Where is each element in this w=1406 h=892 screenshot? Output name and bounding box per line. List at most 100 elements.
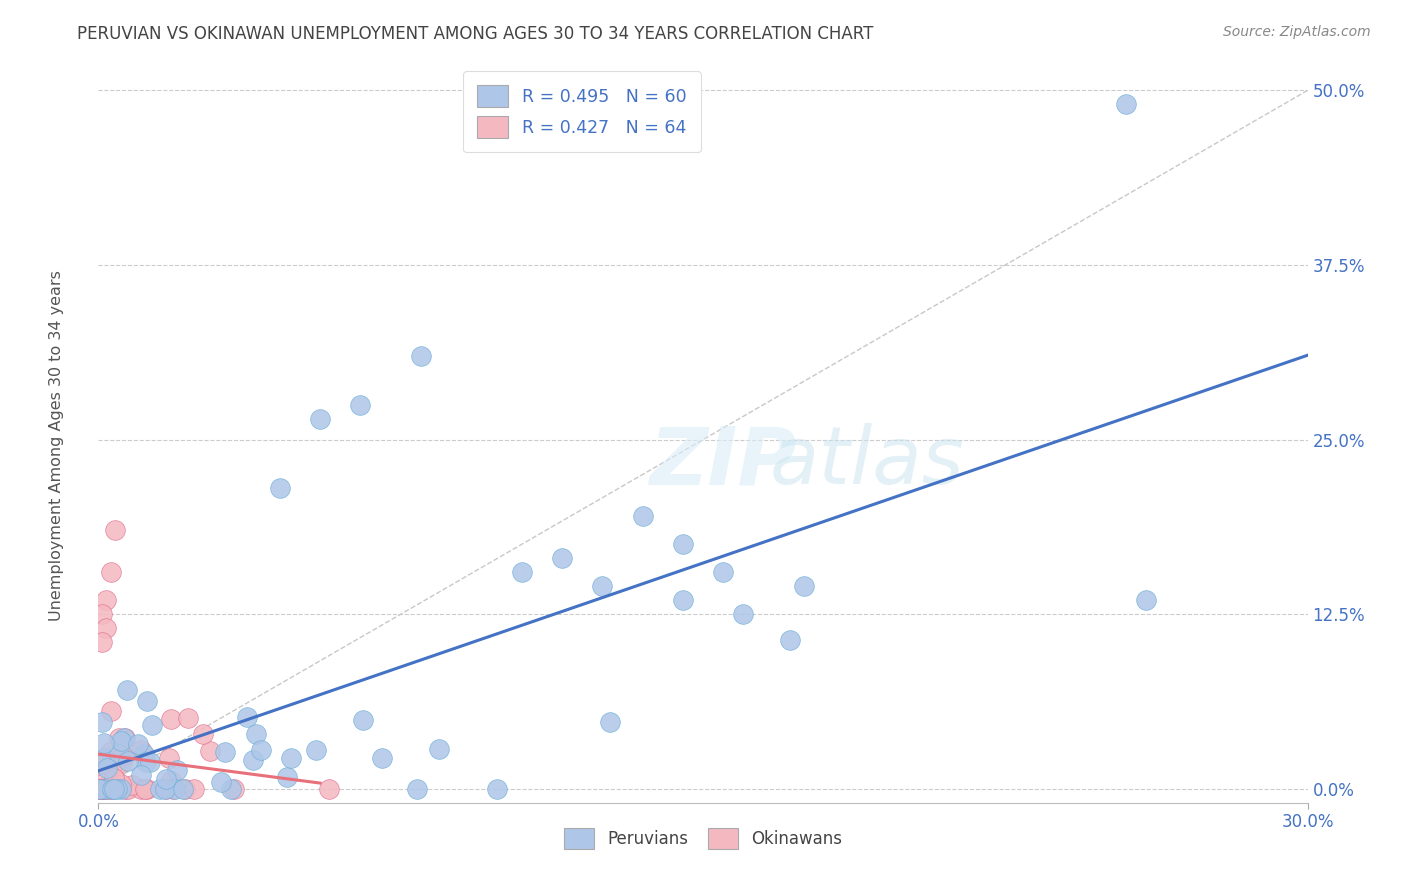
Point: [224, 781, 246, 796]
Point: [96, 593, 118, 607]
Point: [103, 524, 125, 538]
Point: [100, 704, 122, 718]
Point: [135, 694, 157, 708]
Point: [103, 781, 125, 796]
Point: [96, 621, 118, 635]
Point: [98, 745, 121, 759]
Point: [173, 781, 195, 796]
Point: [309, 411, 332, 425]
Point: [101, 779, 124, 793]
Point: [89, 781, 111, 796]
Point: [711, 566, 734, 580]
Point: [90, 714, 112, 729]
Point: [127, 737, 149, 751]
Point: [245, 727, 267, 741]
Point: [1135, 593, 1157, 607]
Point: [155, 772, 177, 787]
Point: [89, 781, 111, 796]
Point: [1115, 97, 1137, 112]
Point: [214, 745, 236, 759]
Point: [672, 537, 695, 551]
Point: [114, 781, 136, 796]
Point: [371, 751, 394, 765]
Point: [304, 743, 326, 757]
Text: PERUVIAN VS OKINAWAN UNEMPLOYMENT AMONG AGES 30 TO 34 YEARS CORRELATION CHART: PERUVIAN VS OKINAWAN UNEMPLOYMENT AMONG …: [77, 25, 873, 43]
Point: [111, 755, 134, 769]
Point: [672, 593, 695, 607]
Point: [141, 717, 163, 731]
Point: [91, 607, 114, 622]
Point: [103, 781, 125, 796]
Point: [103, 772, 125, 786]
Point: [104, 772, 127, 786]
Point: [91, 781, 114, 796]
Point: [91, 781, 114, 796]
Point: [117, 781, 139, 796]
Point: [89, 781, 111, 796]
Point: [551, 551, 574, 566]
Point: [134, 781, 156, 796]
Point: [101, 781, 124, 796]
Point: [90, 781, 112, 796]
Point: [406, 781, 429, 796]
Point: [91, 757, 114, 772]
Point: [193, 727, 215, 741]
Point: [485, 781, 508, 796]
Point: [96, 781, 118, 796]
Point: [112, 731, 135, 745]
Point: [91, 635, 114, 649]
Point: [155, 781, 177, 796]
Point: [93, 776, 115, 790]
Point: [132, 747, 155, 761]
Point: [93, 736, 115, 750]
Point: [91, 781, 114, 796]
Point: [172, 781, 194, 796]
Point: [89, 757, 111, 772]
Point: [235, 710, 257, 724]
Point: [100, 781, 122, 796]
Point: [269, 482, 291, 496]
Point: [136, 781, 159, 796]
Text: ZIP: ZIP: [648, 423, 796, 501]
Point: [89, 781, 111, 796]
Point: [149, 781, 172, 796]
Point: [409, 349, 432, 363]
Point: [89, 781, 111, 796]
Point: [177, 711, 200, 725]
Point: [90, 781, 112, 796]
Point: [94, 781, 117, 796]
Point: [183, 781, 205, 796]
Point: [108, 747, 131, 761]
Point: [135, 755, 157, 769]
Point: [105, 781, 128, 796]
Point: [209, 774, 232, 789]
Point: [121, 778, 143, 792]
Point: [110, 781, 132, 796]
Point: [733, 607, 755, 622]
Point: [280, 750, 302, 764]
Point: [276, 770, 298, 784]
Point: [162, 781, 184, 796]
Point: [349, 398, 371, 412]
Point: [112, 747, 135, 762]
Point: [100, 566, 122, 580]
Point: [93, 781, 115, 796]
Point: [100, 762, 122, 776]
Point: [219, 781, 242, 796]
Point: [108, 731, 131, 745]
Point: [250, 743, 273, 757]
Point: [93, 781, 115, 796]
Point: [129, 743, 152, 757]
Point: [139, 756, 162, 770]
Text: Source: ZipAtlas.com: Source: ZipAtlas.com: [1223, 25, 1371, 39]
Point: [110, 776, 132, 790]
Point: [117, 754, 139, 768]
Point: [96, 761, 118, 775]
Point: [132, 748, 155, 763]
Point: [166, 763, 188, 777]
Point: [114, 731, 136, 746]
Point: [100, 757, 122, 772]
Point: [110, 733, 132, 747]
Text: atlas: atlas: [769, 423, 965, 501]
Point: [157, 751, 180, 765]
